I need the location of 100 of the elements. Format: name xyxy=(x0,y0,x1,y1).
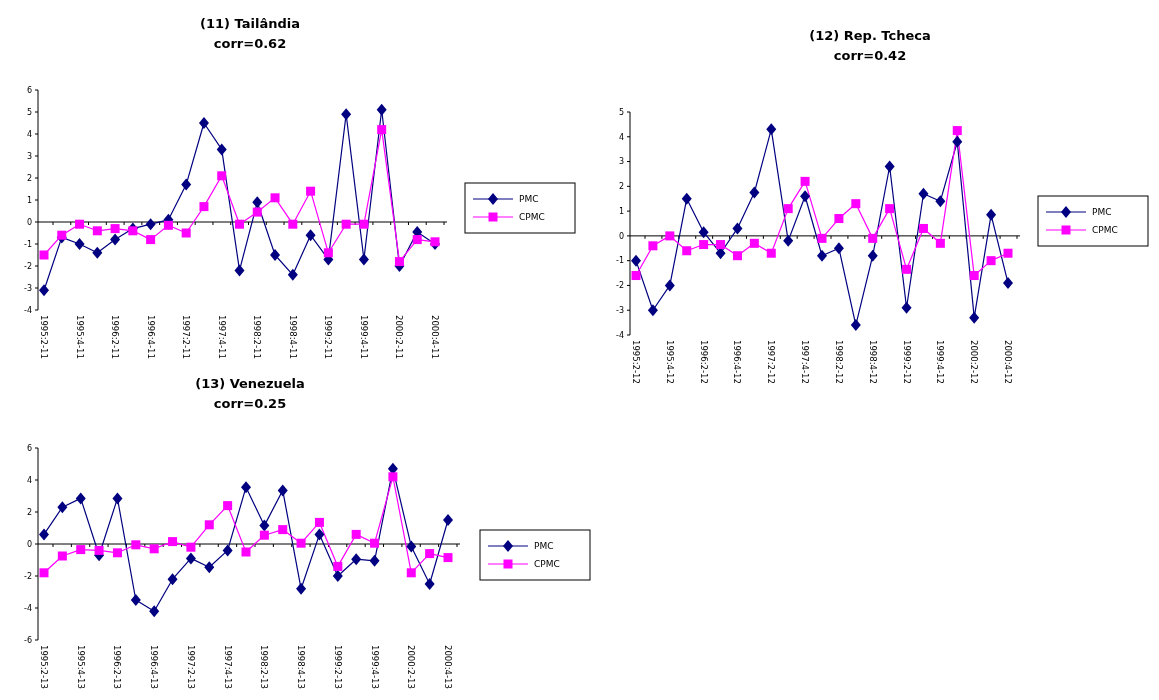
point xyxy=(288,219,298,229)
point xyxy=(359,219,369,229)
x-tick-label: 2000:4-13 xyxy=(443,645,453,689)
point xyxy=(235,219,244,229)
chart-title: (12) Rep. Tcheca xyxy=(809,28,931,43)
y-tick-label: -3 xyxy=(24,283,32,293)
chart-subtitle: corr=0.42 xyxy=(833,48,907,63)
point xyxy=(648,241,658,251)
y-tick-label: 5 xyxy=(26,107,32,117)
x-tick-label: 1998:2-11 xyxy=(252,315,263,359)
y-tick-label: 4 xyxy=(26,129,32,139)
point xyxy=(186,542,196,552)
point xyxy=(969,271,979,281)
point xyxy=(75,219,85,229)
x-tick-label: 1999:4-12 xyxy=(935,340,946,384)
point xyxy=(217,171,227,181)
y-tick-label: -4 xyxy=(616,330,624,340)
point xyxy=(665,231,675,241)
legend-label: CPMC xyxy=(534,559,560,570)
point xyxy=(370,538,380,548)
point xyxy=(952,135,963,148)
chart-title: (11) Tailândia xyxy=(200,16,300,31)
x-tick-label: 1999:4-11 xyxy=(358,315,369,359)
point xyxy=(277,484,288,497)
x-tick-label: 1995:2-13 xyxy=(39,645,49,689)
point xyxy=(341,219,351,229)
point xyxy=(252,207,262,217)
point xyxy=(259,530,269,540)
point xyxy=(167,573,178,586)
x-tick-label: 1999:2-13 xyxy=(332,645,343,689)
y-tick-label: 6 xyxy=(26,85,32,95)
point xyxy=(732,222,743,235)
point xyxy=(800,176,810,186)
point xyxy=(376,103,387,116)
x-tick-label: 1997:4-13 xyxy=(222,645,233,689)
point xyxy=(94,545,104,555)
y-tick-label: 2 xyxy=(26,507,32,517)
point xyxy=(412,235,422,245)
x-tick-label: 1996:2-13 xyxy=(112,645,123,689)
point xyxy=(868,233,878,243)
point xyxy=(181,228,191,238)
point xyxy=(716,240,726,250)
y-tick-label: 4 xyxy=(26,475,32,485)
chart-title: (13) Venezuela xyxy=(195,376,305,391)
y-tick-label: -2 xyxy=(24,261,32,271)
point xyxy=(749,186,760,199)
point xyxy=(259,519,270,532)
point xyxy=(168,537,178,547)
x-tick-label: 1995:4-13 xyxy=(75,645,86,689)
point xyxy=(351,529,361,539)
point xyxy=(766,248,776,258)
point xyxy=(112,492,123,505)
point xyxy=(39,284,49,297)
point xyxy=(935,195,946,208)
point xyxy=(358,253,369,266)
point xyxy=(851,199,861,209)
point xyxy=(149,544,159,554)
y-tick-label: 5 xyxy=(618,107,624,117)
point xyxy=(647,304,658,317)
point xyxy=(314,517,324,527)
y-tick-label: 4 xyxy=(618,132,624,142)
point xyxy=(749,238,759,248)
y-tick-label: 1 xyxy=(26,195,32,205)
y-tick-label: 3 xyxy=(26,151,32,161)
point xyxy=(181,178,192,191)
point xyxy=(333,561,343,571)
point xyxy=(443,553,453,563)
x-tick-label: 1997:4-11 xyxy=(216,315,227,359)
point xyxy=(222,544,233,557)
point xyxy=(902,264,912,274)
point xyxy=(986,256,996,266)
point xyxy=(1003,276,1013,289)
y-tick-label: -1 xyxy=(24,239,32,249)
point xyxy=(332,570,343,582)
point xyxy=(935,238,945,248)
point xyxy=(110,224,120,234)
point xyxy=(145,218,156,231)
point xyxy=(57,501,68,514)
y-tick-label: -1 xyxy=(616,256,624,266)
point xyxy=(241,481,251,494)
x-tick-label: 1999:4-13 xyxy=(369,645,380,689)
point xyxy=(388,472,398,482)
point xyxy=(112,548,122,558)
y-tick-label: 0 xyxy=(618,231,624,241)
point xyxy=(817,233,827,243)
point xyxy=(110,233,121,246)
point xyxy=(92,226,102,236)
point xyxy=(323,248,333,258)
point xyxy=(682,246,692,256)
x-tick-label: 1999:2-12 xyxy=(901,340,912,384)
point xyxy=(252,196,263,209)
point xyxy=(270,193,280,203)
point xyxy=(783,204,793,214)
point xyxy=(443,514,453,526)
x-tick-label: 1996:2-11 xyxy=(110,315,121,359)
point xyxy=(884,160,895,173)
point xyxy=(131,540,141,550)
legend-label: PMC xyxy=(519,194,539,205)
point xyxy=(92,246,103,259)
point xyxy=(918,187,929,200)
